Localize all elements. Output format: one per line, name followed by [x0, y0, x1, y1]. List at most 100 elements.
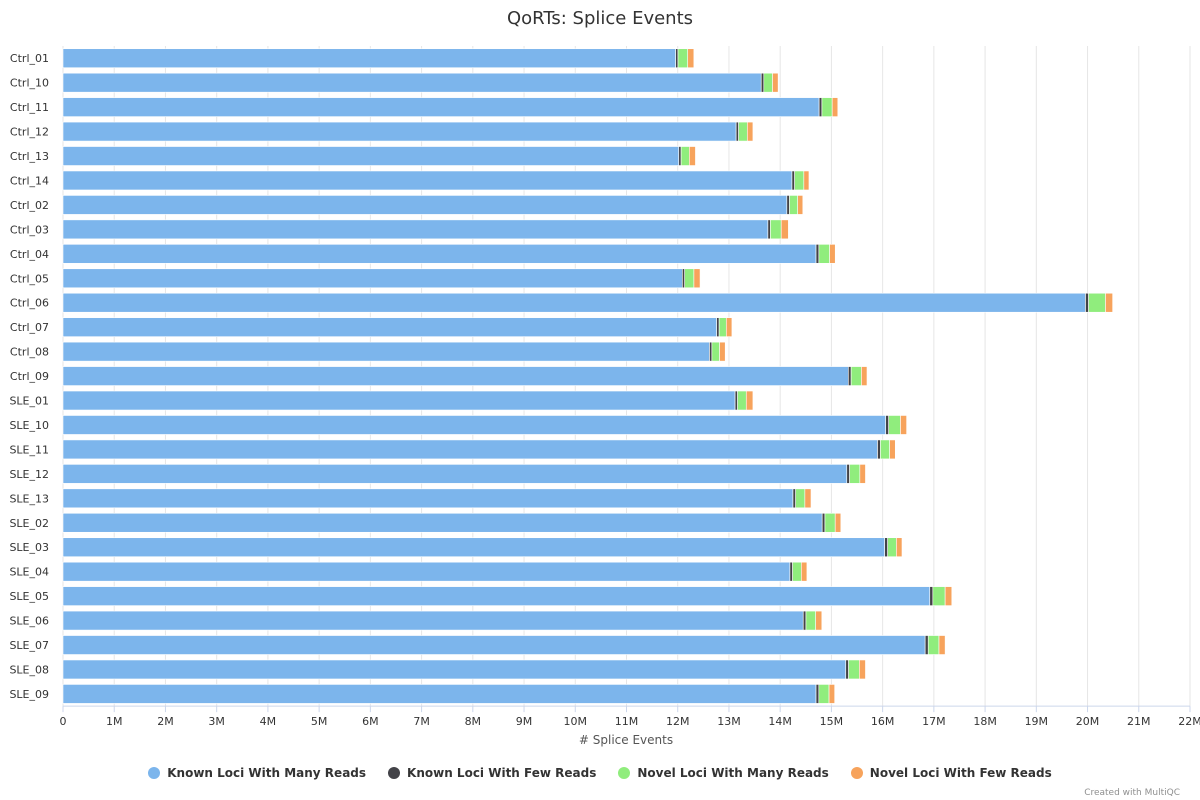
- bar-segment[interactable]: [938, 635, 946, 655]
- bar-segment[interactable]: [709, 341, 713, 362]
- bar-segment[interactable]: [62, 97, 820, 117]
- bar-segment[interactable]: [62, 170, 793, 191]
- bar-segment[interactable]: [794, 170, 805, 191]
- bar-segment[interactable]: [815, 610, 823, 631]
- bar-segment[interactable]: [772, 72, 779, 93]
- bar-segment[interactable]: [677, 48, 689, 69]
- bar-segment[interactable]: [845, 659, 849, 680]
- bar-segment[interactable]: [62, 146, 680, 166]
- bar-segment[interactable]: [927, 635, 940, 655]
- bar-segment[interactable]: [802, 610, 807, 631]
- bar-segment[interactable]: [888, 415, 901, 435]
- bar-segment[interactable]: [62, 48, 676, 69]
- bar-segment[interactable]: [680, 146, 690, 166]
- bar-segment[interactable]: [62, 464, 848, 484]
- bar-segment[interactable]: [848, 366, 852, 386]
- bar-segment[interactable]: [818, 97, 823, 117]
- bar-segment[interactable]: [689, 146, 696, 166]
- bar-segment[interactable]: [737, 390, 747, 411]
- bar-segment[interactable]: [62, 317, 717, 337]
- bar-segment[interactable]: [849, 464, 861, 484]
- bar-segment[interactable]: [887, 537, 897, 558]
- bar-segment[interactable]: [791, 170, 795, 191]
- bar-segment[interactable]: [789, 561, 793, 582]
- bar-segment[interactable]: [786, 195, 790, 215]
- bar-segment[interactable]: [944, 586, 953, 606]
- bar-segment[interactable]: [818, 244, 830, 264]
- bar-segment[interactable]: [62, 415, 887, 435]
- legend-item[interactable]: Novel Loci With Many Reads: [618, 766, 829, 780]
- bar-segment[interactable]: [62, 72, 762, 93]
- bar-segment[interactable]: [62, 341, 710, 362]
- bar-segment[interactable]: [716, 317, 720, 337]
- bar-segment[interactable]: [62, 268, 683, 289]
- bar-segment[interactable]: [725, 317, 733, 337]
- bar-segment[interactable]: [62, 561, 791, 582]
- bar-segment[interactable]: [719, 341, 726, 362]
- bar-segment[interactable]: [1088, 292, 1106, 313]
- bar-segment[interactable]: [62, 219, 769, 240]
- bar-segment[interactable]: [678, 146, 682, 166]
- bar-segment[interactable]: [803, 170, 810, 191]
- bar-segment[interactable]: [831, 97, 839, 117]
- bar-segment[interactable]: [792, 561, 802, 582]
- bar-segment[interactable]: [738, 121, 748, 142]
- bar-segment[interactable]: [62, 121, 737, 142]
- bar-segment[interactable]: [718, 317, 727, 337]
- bar-segment[interactable]: [821, 97, 833, 117]
- bar-segment[interactable]: [789, 195, 799, 215]
- bar-segment[interactable]: [818, 684, 830, 704]
- bar-segment[interactable]: [763, 72, 773, 93]
- legend-item[interactable]: Known Loci With Many Reads: [148, 766, 366, 780]
- bar-segment[interactable]: [684, 268, 695, 289]
- bar-segment[interactable]: [62, 659, 847, 680]
- bar-segment[interactable]: [745, 390, 754, 411]
- bar-segment[interactable]: [62, 610, 804, 631]
- bar-segment[interactable]: [824, 512, 836, 533]
- bar-segment[interactable]: [800, 561, 808, 582]
- bar-segment[interactable]: [62, 488, 794, 509]
- bar-segment[interactable]: [62, 586, 931, 606]
- bar-segment[interactable]: [693, 268, 701, 289]
- bar-segment[interactable]: [815, 244, 820, 264]
- bar-segment[interactable]: [62, 195, 788, 215]
- bar-segment[interactable]: [880, 439, 890, 460]
- bar-segment[interactable]: [780, 219, 789, 240]
- bar-segment[interactable]: [760, 72, 765, 93]
- bar-segment[interactable]: [792, 488, 796, 509]
- bar-segment[interactable]: [62, 366, 849, 386]
- bar-segment[interactable]: [62, 292, 1086, 313]
- bar-segment[interactable]: [767, 219, 771, 240]
- bar-segment[interactable]: [846, 464, 850, 484]
- bar-segment[interactable]: [797, 195, 804, 215]
- bar-segment[interactable]: [896, 537, 903, 558]
- bar-segment[interactable]: [1105, 292, 1113, 313]
- bar-segment[interactable]: [746, 121, 754, 142]
- bar-segment[interactable]: [805, 610, 816, 631]
- bar-segment[interactable]: [850, 366, 862, 386]
- bar-segment[interactable]: [734, 390, 738, 411]
- bar-segment[interactable]: [62, 439, 878, 460]
- bar-segment[interactable]: [815, 684, 820, 704]
- legend-item[interactable]: Novel Loci With Few Reads: [850, 766, 1052, 780]
- bar-segment[interactable]: [900, 415, 907, 435]
- bar-segment[interactable]: [735, 121, 739, 142]
- bar-segment[interactable]: [62, 635, 926, 655]
- bar-segment[interactable]: [828, 684, 835, 704]
- bar-segment[interactable]: [62, 537, 885, 558]
- bar-segment[interactable]: [859, 464, 866, 484]
- bar-segment[interactable]: [859, 659, 866, 680]
- bar-segment[interactable]: [62, 390, 736, 411]
- bar-segment[interactable]: [885, 415, 889, 435]
- bar-segment[interactable]: [929, 586, 934, 606]
- bar-segment[interactable]: [711, 341, 720, 362]
- bar-segment[interactable]: [770, 219, 782, 240]
- bar-segment[interactable]: [1085, 292, 1089, 313]
- bar-segment[interactable]: [848, 659, 860, 680]
- bar-segment[interactable]: [924, 635, 929, 655]
- bar-segment[interactable]: [932, 586, 946, 606]
- bar-segment[interactable]: [682, 268, 685, 289]
- bar-segment[interactable]: [889, 439, 896, 460]
- bar-segment[interactable]: [687, 48, 695, 69]
- bar-segment[interactable]: [62, 684, 817, 704]
